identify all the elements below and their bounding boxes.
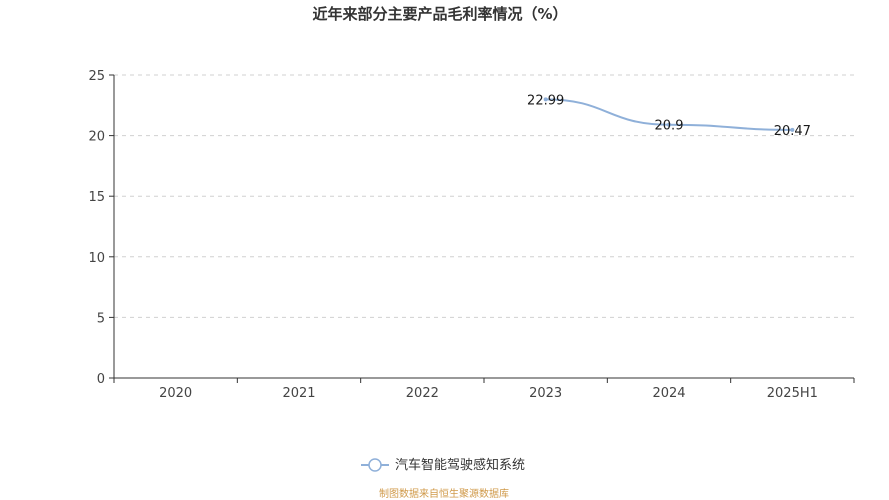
source-note: 制图数据来自恒生聚源数据库 xyxy=(379,487,509,500)
x-tick-label: 2025H1 xyxy=(767,386,818,401)
x-tick-label: 2020 xyxy=(159,386,192,401)
x-tick-label: 2022 xyxy=(406,386,439,401)
data-point xyxy=(790,127,795,132)
y-tick-label: 10 xyxy=(88,251,105,266)
x-tick-label: 2021 xyxy=(282,386,315,401)
y-tick-label: 20 xyxy=(88,130,105,145)
grid-lines xyxy=(114,74,854,318)
y-tick-label: 25 xyxy=(88,69,105,84)
data-label: 20.47 xyxy=(774,124,811,139)
y-tick-label: 15 xyxy=(88,190,105,205)
y-tick-label: 0 xyxy=(97,372,105,387)
axes xyxy=(113,75,854,379)
y-tick-label: 5 xyxy=(97,311,105,326)
data-label: 20.9 xyxy=(655,119,684,134)
data-point xyxy=(667,122,671,127)
x-tick-label: 2024 xyxy=(652,386,685,401)
data-point xyxy=(543,97,548,102)
data-labels: 22.99 20.9 20.47 xyxy=(527,93,811,139)
x-tick-label: 2023 xyxy=(529,386,562,401)
legend-marker-icon xyxy=(368,458,382,472)
data-label: 22.99 xyxy=(527,93,564,108)
legend[interactable]: 汽车智能驾驶感知系统 xyxy=(361,457,525,473)
chart-title: 近年来部分主要产品毛利率情况（%） xyxy=(312,5,567,23)
y-axis-ticks: 0 5 10 15 20 25 xyxy=(88,69,114,387)
series-layer xyxy=(543,97,795,132)
legend-label: 汽车智能驾驶感知系统 xyxy=(395,457,525,473)
x-axis-ticks: 2020 2021 2022 2023 2024 2025H1 xyxy=(113,378,855,401)
